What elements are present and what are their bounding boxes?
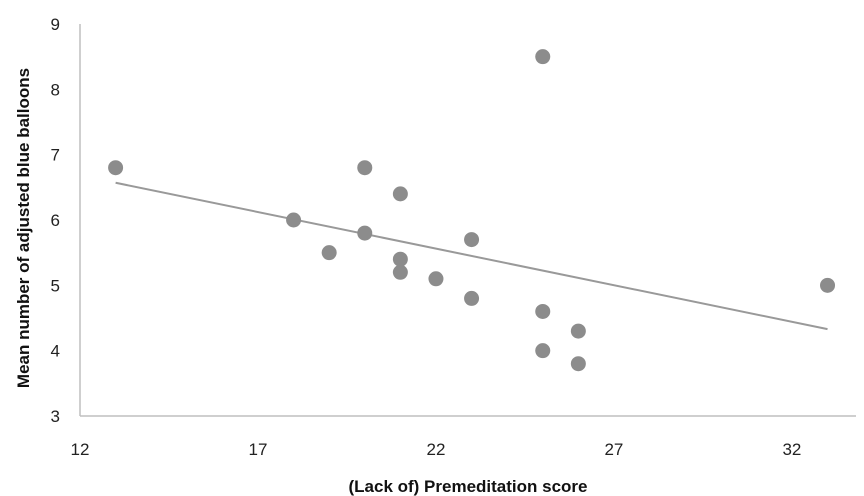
trendline-group xyxy=(115,181,828,331)
axes xyxy=(79,24,856,417)
data-point xyxy=(820,277,836,293)
x-tick-label: 27 xyxy=(604,440,623,459)
y-tick-label: 8 xyxy=(51,80,60,99)
x-tick-label: 12 xyxy=(71,440,90,459)
x-tick-label: 22 xyxy=(427,440,446,459)
data-point xyxy=(570,356,586,372)
y-tick-label: 3 xyxy=(51,407,60,426)
x-tick-labels: 12 17 22 27 32 xyxy=(71,440,802,459)
data-point xyxy=(392,264,408,280)
data-point xyxy=(535,303,551,319)
data-point xyxy=(570,323,586,339)
y-tick-label: 5 xyxy=(51,276,60,295)
y-tick-label: 6 xyxy=(51,211,60,230)
y-axis-label: Mean number of adjusted blue balloons xyxy=(14,68,33,388)
y-tick-label: 9 xyxy=(51,15,60,34)
data-point xyxy=(428,271,444,287)
data-point xyxy=(108,160,124,176)
y-tick-label: 7 xyxy=(51,146,60,165)
data-point xyxy=(357,160,373,176)
data-point xyxy=(392,186,408,202)
data-point xyxy=(357,225,373,241)
data-point xyxy=(535,49,551,65)
x-tick-label: 17 xyxy=(249,440,268,459)
y-tick-labels: 3 4 5 6 7 8 9 xyxy=(51,15,60,426)
data-point xyxy=(464,232,480,248)
data-point xyxy=(321,245,337,261)
trendline xyxy=(115,181,828,331)
data-point xyxy=(464,290,480,306)
data-point xyxy=(286,212,302,228)
data-point xyxy=(392,251,408,267)
data-point xyxy=(535,343,551,359)
x-axis-label: (Lack of) Premeditation score xyxy=(348,477,587,496)
x-tick-label: 32 xyxy=(782,440,801,459)
data-points xyxy=(108,49,836,372)
y-tick-label: 4 xyxy=(51,342,60,361)
